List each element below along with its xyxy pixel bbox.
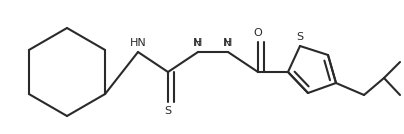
Text: N: N <box>223 38 231 48</box>
Text: S: S <box>297 32 303 42</box>
Text: O: O <box>254 28 262 38</box>
Text: H: H <box>194 38 202 48</box>
Text: HN: HN <box>130 38 146 48</box>
Text: S: S <box>164 106 172 116</box>
Text: H: H <box>224 38 232 48</box>
Text: N: N <box>193 38 201 48</box>
